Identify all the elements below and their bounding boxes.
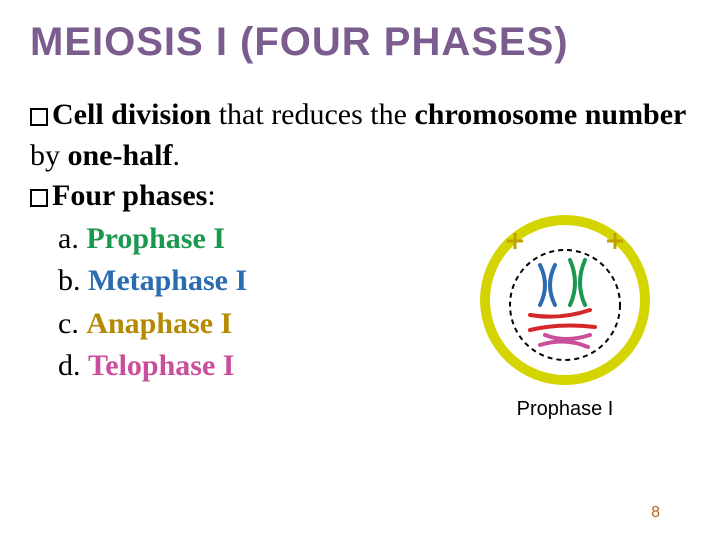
- bullet2-label: Four phases: [52, 179, 207, 212]
- slide-title: MEIOSIS I (FOUR PHASES): [30, 20, 690, 65]
- phase-name: Telophase I: [88, 349, 234, 382]
- slide: MEIOSIS I (FOUR PHASES) Cell division th…: [0, 0, 720, 540]
- cell-diagram-svg: [470, 205, 660, 385]
- prophase-diagram: Prophase I: [460, 205, 670, 421]
- bullet-1: Cell division that reduces the chromosom…: [30, 95, 690, 176]
- phase-name: Metaphase I: [88, 264, 247, 297]
- bullet2-suffix: :: [207, 179, 215, 212]
- bullet1-part3: chromosome number: [414, 98, 686, 131]
- bullet1-part5: one-half: [68, 139, 173, 172]
- bullet1-part6: .: [173, 139, 181, 172]
- phase-letter: a.: [58, 222, 79, 255]
- diagram-caption: Prophase I: [460, 398, 670, 421]
- phase-letter: b.: [58, 264, 81, 297]
- phase-letter: d.: [58, 349, 81, 382]
- bullet1-part2: that reduces the: [211, 98, 414, 131]
- bullet-box-icon: [30, 189, 48, 207]
- bullet-box-icon: [30, 108, 48, 126]
- phase-name: Prophase I: [86, 222, 225, 255]
- phase-letter: c.: [58, 307, 79, 340]
- phase-name: Anaphase I: [86, 307, 232, 340]
- page-number: 8: [651, 504, 660, 522]
- title-text: MEIOSIS I (FOUR PHASES): [30, 20, 569, 64]
- bullet1-part1: Cell division: [52, 98, 211, 131]
- bullet1-part4: by: [30, 139, 68, 172]
